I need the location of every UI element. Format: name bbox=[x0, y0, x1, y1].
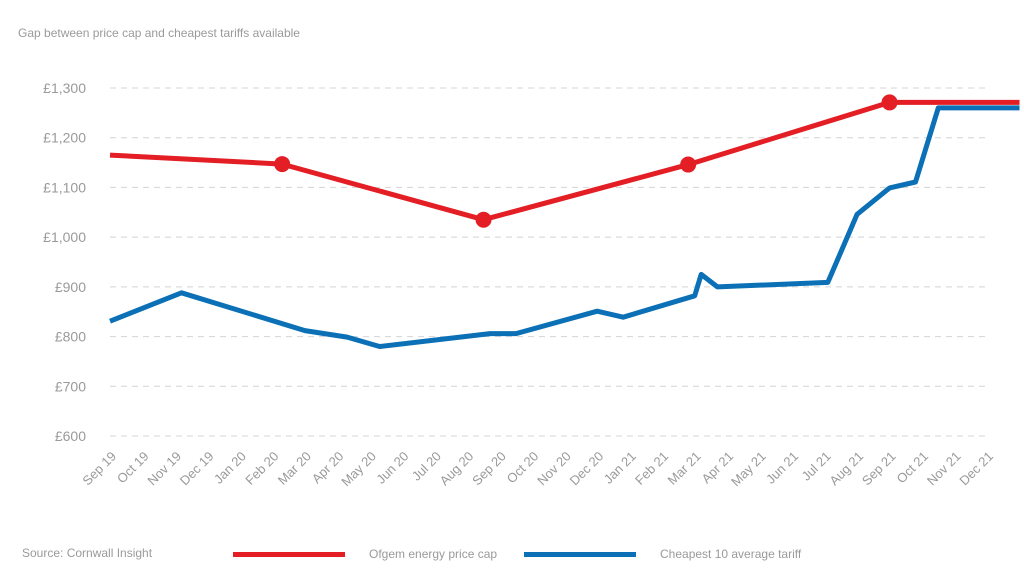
y-tick-label: £700 bbox=[55, 378, 86, 394]
x-tick-label: Nov 21 bbox=[924, 449, 964, 489]
legend-swatch-price-cap bbox=[233, 551, 345, 557]
x-tick-label: Jan 20 bbox=[211, 449, 249, 487]
x-tick-label: Jun 21 bbox=[763, 449, 801, 487]
legend-swatch-cheapest-tariff bbox=[524, 551, 636, 557]
y-tick-label: £1,300 bbox=[43, 80, 86, 96]
x-tick-label: Aug 21 bbox=[826, 449, 866, 489]
x-tick-label: Feb 20 bbox=[242, 449, 281, 488]
y-tick-label: £800 bbox=[55, 329, 86, 345]
x-tick-label: Mar 21 bbox=[665, 449, 704, 488]
y-tick-label: £600 bbox=[55, 428, 86, 444]
y-axis-ticks: £600 £700 £800 £900 £1,000 £1,100 £1,200 £1,300 bbox=[43, 80, 86, 444]
y-tick-label: £900 bbox=[55, 279, 86, 295]
data-point-marker bbox=[881, 94, 898, 111]
chart-title: Gap between price cap and cheapest tarif… bbox=[18, 26, 300, 40]
y-tick-label: £1,200 bbox=[43, 130, 86, 146]
x-tick-label: Sep 21 bbox=[859, 449, 899, 489]
legend-label-cheapest-tariff: Cheapest 10 average tariff bbox=[660, 547, 802, 561]
series-line-cheapest-tariff bbox=[109, 105, 1020, 349]
x-tick-label: Aug 20 bbox=[437, 449, 477, 489]
x-tick-label: Dec 19 bbox=[177, 449, 217, 489]
x-tick-label: May 21 bbox=[728, 449, 769, 490]
y-tick-label: £1,100 bbox=[43, 179, 86, 195]
x-tick-label: Jan 21 bbox=[601, 449, 639, 487]
series-line-price-cap bbox=[109, 99, 1020, 223]
x-tick-label: Feb 21 bbox=[632, 449, 671, 488]
source-note: Source: Cornwall Insight bbox=[22, 546, 153, 560]
x-tick-label: Sep 19 bbox=[79, 449, 119, 489]
x-tick-label: Dec 21 bbox=[956, 449, 996, 489]
legend-label-price-cap: Ofgem energy price cap bbox=[369, 547, 498, 561]
series-lines bbox=[109, 99, 1020, 349]
x-tick-label: Nov 19 bbox=[144, 449, 184, 489]
legend-item-price-cap: Ofgem energy price cap bbox=[233, 546, 497, 562]
x-tick-label: May 20 bbox=[338, 449, 379, 490]
x-tick-label: Mar 20 bbox=[275, 449, 314, 488]
data-point-marker bbox=[680, 156, 697, 173]
legend-item-cheapest-tariff: Cheapest 10 average tariff bbox=[524, 546, 801, 562]
x-tick-label: Sep 20 bbox=[469, 449, 509, 489]
data-point-marker bbox=[274, 156, 291, 173]
x-tick-label: Nov 20 bbox=[534, 449, 574, 489]
gridlines bbox=[110, 87, 987, 437]
x-tick-label: Dec 20 bbox=[567, 449, 607, 489]
data-point-marker bbox=[475, 211, 492, 228]
x-tick-label: Jun 20 bbox=[373, 449, 411, 487]
y-tick-label: £1,000 bbox=[43, 229, 86, 245]
series-markers bbox=[274, 94, 898, 228]
